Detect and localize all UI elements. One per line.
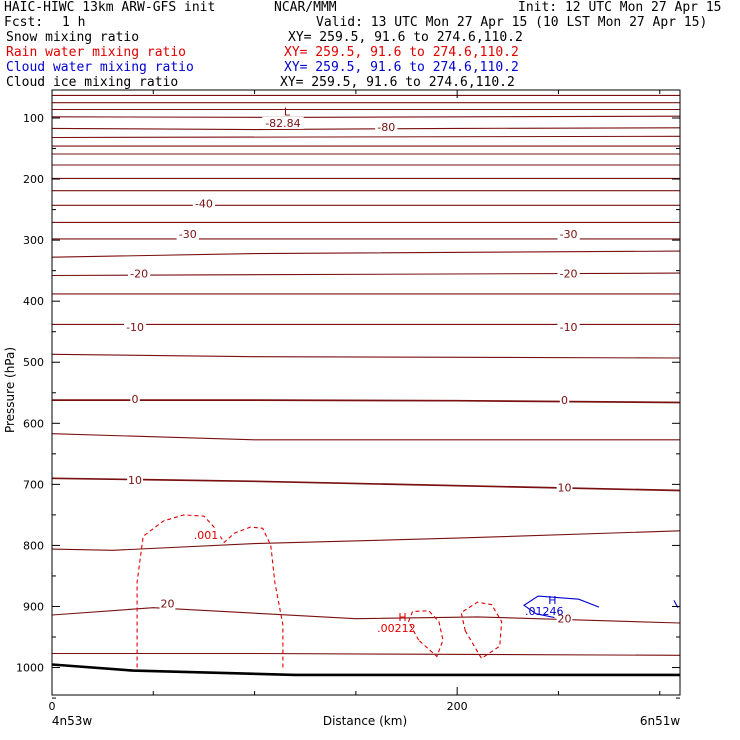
isotherm-line [52,477,680,492]
isotherm-label-bg [128,267,151,280]
isotherm-label: -20 [130,268,148,281]
isotherm-label-bg [127,474,143,487]
isotherm-label: -10 [560,321,578,334]
isotherm-line [52,115,680,118]
plot-area [52,94,680,677]
extremum-label: .01246 [525,605,564,618]
isotherm-label: -40 [195,197,213,210]
field-rain-xy: XY= 259.5, 91.6 to 274.6,110.2 [284,45,519,60]
y-tick-label: 300 [23,234,44,247]
y-tick-label: 1000 [16,662,44,675]
extremum-label: H [398,611,406,624]
extremum-label: .00212 [377,622,416,635]
terrain-line [52,663,680,677]
y-tick-label: 600 [23,417,44,430]
right-endpoint-label: 6n51w [640,714,681,728]
y-tick-label: 800 [23,539,44,552]
x-tick-label: 200 [447,700,468,713]
init-time: Init: 12 UTC Mon 27 Apr 15 [518,0,722,15]
org-label: NCAR/MMM [274,0,337,15]
isotherm-line [52,353,680,359]
rain-contour [460,601,503,660]
isotherm-line [52,135,680,139]
rain-contour [136,514,284,668]
isotherm-line [52,652,680,656]
isotherm-line [52,433,680,441]
label-layer: -80 -82.84 -40 -30 -30 -20 -20 -10 -10 0 0 10 10 20 20… [123,105,580,635]
extremum-label: H [548,594,556,607]
y-tick-label: 900 [23,600,44,613]
y-tick-label: 500 [23,356,44,369]
valid-time: Valid: 13 UTC Mon 27 Apr 15 (10 LST Mon … [316,15,708,30]
isotherm-label-bg [159,597,176,610]
isotherm-label: -30 [179,228,197,241]
isotherm-line [52,399,680,404]
rain-contour [407,610,444,658]
isotherm-label: 20 [160,597,174,610]
isotherm-line [52,607,680,624]
field-cloud-ice-xy: XY= 259.5, 91.6 to 274.6,110.2 [280,75,515,90]
field-rain-name: Rain water mixing ratio [6,45,187,60]
isotherm-label: 10 [128,474,142,487]
isotherm-label-bg [130,392,140,405]
field-snow-xy: XY= 259.5, 91.6 to 274.6,110.2 [288,30,523,45]
isotherm-label: -10 [126,321,144,334]
isotherm-line [52,530,680,551]
isotherm-label-bg [123,320,147,333]
isotherm-line [52,250,680,258]
isotherm-label-bg [557,228,580,241]
y-tick-label: 700 [23,478,44,491]
isotherm-label: -82.84 [265,117,300,130]
isotherm-label-bg [557,320,580,333]
forecast-label: Fcst: [4,15,44,30]
isotherm-label: 10 [558,481,572,494]
field-cloud-water-xy: XY= 259.5, 91.6 to 274.6,110.2 [284,60,519,75]
isotherm-label: 0 [132,393,139,406]
x-tick-label: 0 [49,700,56,713]
contour-label-bg [191,529,221,542]
field-cloud-water-name: Cloud water mixing ratio [6,60,194,75]
isotherm-label-bg [176,228,199,241]
isotherm-label: -80 [377,121,395,134]
isotherm-label-bg [262,116,304,129]
isotherm-label: 20 [558,613,572,626]
isotherm-label: -20 [560,268,578,281]
left-endpoint-label: 4n53w [52,714,93,728]
y-tick-label: 400 [23,295,44,308]
isotherm-label: 0 [561,394,568,407]
isotherm-label-bg [556,612,573,625]
isotherm-line [52,127,680,131]
y-axis-label: Pressure (hPa) [3,347,17,433]
field-cloud-ice-name: Cloud ice mixing ratio [6,75,179,90]
isotherm-label-bg [559,394,570,407]
extremum-label: L [284,105,291,118]
model-title: HAIC-HIWC 13km ARW-GFS init [4,0,216,15]
isotherm-label-bg [192,197,216,210]
y-tick-label: 100 [23,112,44,125]
isotherm-label-bg [556,481,573,494]
field-snow-name: Snow mixing ratio [6,30,140,45]
y-tick-label: 200 [23,173,44,186]
plot-frame [51,89,681,696]
isotherm-label-bg [557,267,580,280]
contour-layer [52,94,680,677]
contour-label: .001 [194,529,219,542]
isotherm-label-bg [375,121,398,134]
isotherm-label: -30 [560,228,578,241]
forecast-value: 1 h [62,15,86,30]
x-axis-label: Distance (km) [323,714,407,728]
cloud-water-contour [523,595,600,619]
